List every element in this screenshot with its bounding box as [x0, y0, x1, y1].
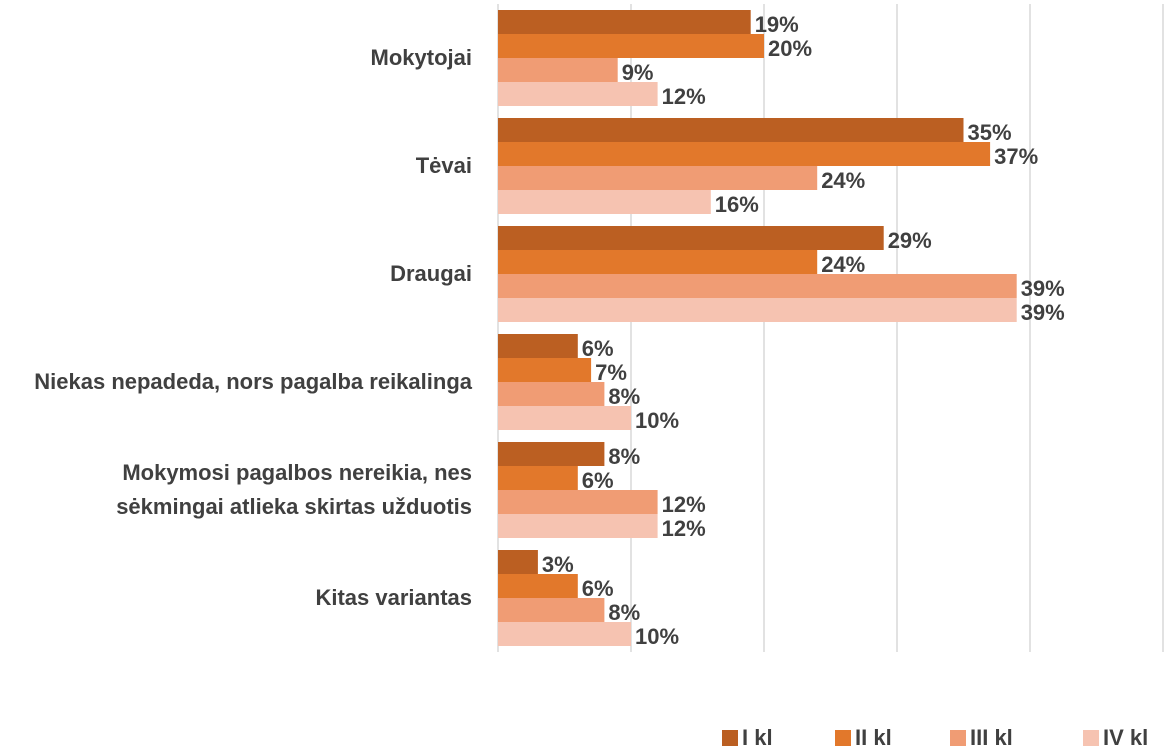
data-label: 39%	[1021, 276, 1065, 301]
data-label: 10%	[635, 408, 679, 433]
bar	[498, 466, 578, 490]
data-label: 6%	[582, 576, 614, 601]
data-label: 10%	[635, 624, 679, 649]
bar	[498, 58, 618, 82]
data-label: 16%	[715, 192, 759, 217]
data-label: 8%	[608, 444, 640, 469]
bar	[498, 514, 658, 538]
data-label: 19%	[755, 12, 799, 37]
data-label: 9%	[622, 60, 654, 85]
legend-swatch	[722, 730, 738, 746]
bar	[498, 382, 605, 406]
category-label: Mokytojai	[370, 45, 472, 70]
data-label: 6%	[582, 468, 614, 493]
category-label: Niekas nepadeda, nors pagalba reikalinga	[34, 369, 472, 394]
bar	[498, 358, 592, 382]
data-label: 37%	[994, 144, 1038, 169]
bar	[498, 298, 1017, 322]
legend-label: I kl	[742, 725, 773, 750]
bar	[498, 334, 578, 358]
bar	[498, 10, 751, 34]
bar	[498, 622, 631, 646]
category-label: Mokymosi pagalbos nereikia, nes sėkminga…	[116, 460, 472, 519]
data-label: 12%	[662, 84, 706, 109]
legend-label: IV kl	[1103, 725, 1148, 750]
category-label: Tėvai	[415, 153, 472, 178]
data-label: 6%	[582, 336, 614, 361]
legend-swatch	[950, 730, 966, 746]
data-label: 3%	[542, 552, 574, 577]
data-label: 35%	[968, 120, 1012, 145]
bar	[498, 34, 764, 58]
data-label: 24%	[821, 252, 865, 277]
bar	[498, 190, 711, 214]
bar	[498, 598, 605, 622]
bar	[498, 226, 884, 250]
bar	[498, 118, 964, 142]
data-label: 7%	[595, 360, 627, 385]
bar	[498, 490, 658, 514]
data-label: 12%	[662, 516, 706, 541]
data-label: 29%	[888, 228, 932, 253]
bar	[498, 442, 605, 466]
legend-swatch	[1083, 730, 1099, 746]
data-label: 24%	[821, 168, 865, 193]
bar	[498, 166, 818, 190]
category-label: Draugai	[390, 261, 472, 286]
bar	[498, 82, 658, 106]
data-label: 20%	[768, 36, 812, 61]
data-label: 12%	[662, 492, 706, 517]
category-label: Kitas variantas	[315, 585, 472, 610]
bar	[498, 550, 538, 574]
bar	[498, 574, 578, 598]
legend-label: III kl	[970, 725, 1013, 750]
data-label: 8%	[608, 384, 640, 409]
legend-label: II kl	[855, 725, 892, 750]
bar	[498, 250, 818, 274]
data-label: 8%	[608, 600, 640, 625]
legend-swatch	[835, 730, 851, 746]
data-label: 39%	[1021, 300, 1065, 325]
bar	[498, 142, 991, 166]
bar	[498, 406, 631, 430]
bar	[498, 274, 1017, 298]
